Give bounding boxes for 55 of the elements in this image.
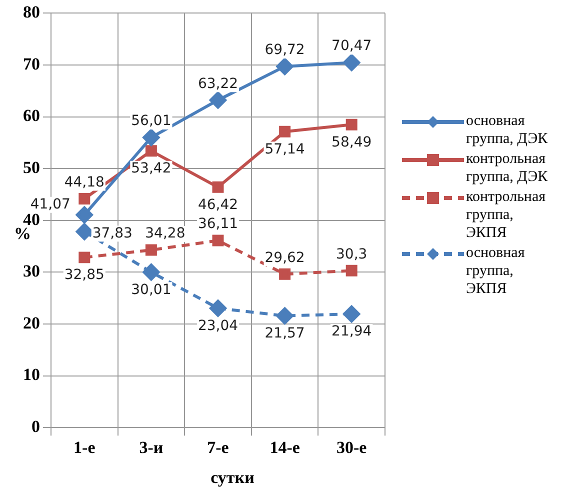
point: [279, 268, 291, 280]
data-label: 32,85: [64, 267, 104, 284]
y-tick-label: 50: [23, 158, 40, 177]
x-tick-label: 30-е: [336, 438, 368, 458]
data-label: 36,11: [198, 216, 238, 232]
data-label: 37,83: [92, 225, 132, 242]
point: [276, 58, 294, 75]
y-tick-label: 10: [23, 365, 40, 384]
legend-label: основная группа, ЭКПЯ: [466, 244, 526, 298]
data-label: 30,01: [131, 282, 172, 298]
point: [76, 206, 93, 224]
data-label: 63,22: [198, 76, 238, 92]
data-label: 56,01: [131, 113, 172, 130]
x-tick-label: 7-е: [207, 438, 230, 458]
data-label: 21,94: [332, 324, 372, 340]
x-tick-label: 1-е: [74, 438, 96, 458]
x-axis-title: сутки: [210, 468, 256, 488]
y-tick-label: 60: [23, 106, 40, 126]
point: [343, 54, 360, 72]
data-label: 21,57: [264, 326, 305, 342]
y-tick-label: 70: [23, 54, 40, 74]
data-label: 46,42: [198, 196, 238, 213]
point: [276, 307, 294, 324]
point: [346, 118, 358, 130]
point: [142, 264, 160, 281]
point: [78, 193, 90, 204]
point: [142, 128, 160, 146]
point: [78, 252, 90, 264]
point: [212, 181, 224, 193]
data-label: 44,18: [64, 174, 104, 190]
data-label: 30,3: [336, 246, 368, 262]
data-label: 29,62: [264, 250, 305, 266]
point: [343, 305, 360, 322]
data-label: 57,14: [264, 141, 305, 158]
point: [145, 145, 157, 157]
data-label: 53,42: [131, 160, 172, 177]
data-label: 34,28: [145, 226, 186, 242]
point: [145, 244, 157, 256]
point: [76, 223, 93, 240]
y-tick-label: 30: [23, 262, 40, 281]
point: [279, 126, 291, 138]
data-label: 41,07: [30, 196, 70, 212]
point: [210, 300, 226, 317]
y-tick-label: 20: [23, 313, 40, 332]
data-label: 70,47: [332, 38, 372, 54]
data-label: 69,72: [264, 42, 305, 58]
point: [212, 234, 224, 246]
data-label: 23,04: [198, 318, 238, 334]
y-tick-label: 0: [32, 416, 40, 436]
point: [346, 264, 358, 276]
x-tick-label: 14-е: [270, 438, 300, 458]
data-label: 58,49: [332, 134, 372, 150]
y-tick-label: 80: [23, 2, 40, 22]
x-tick-label: 3-и: [139, 438, 164, 458]
point: [210, 92, 226, 109]
